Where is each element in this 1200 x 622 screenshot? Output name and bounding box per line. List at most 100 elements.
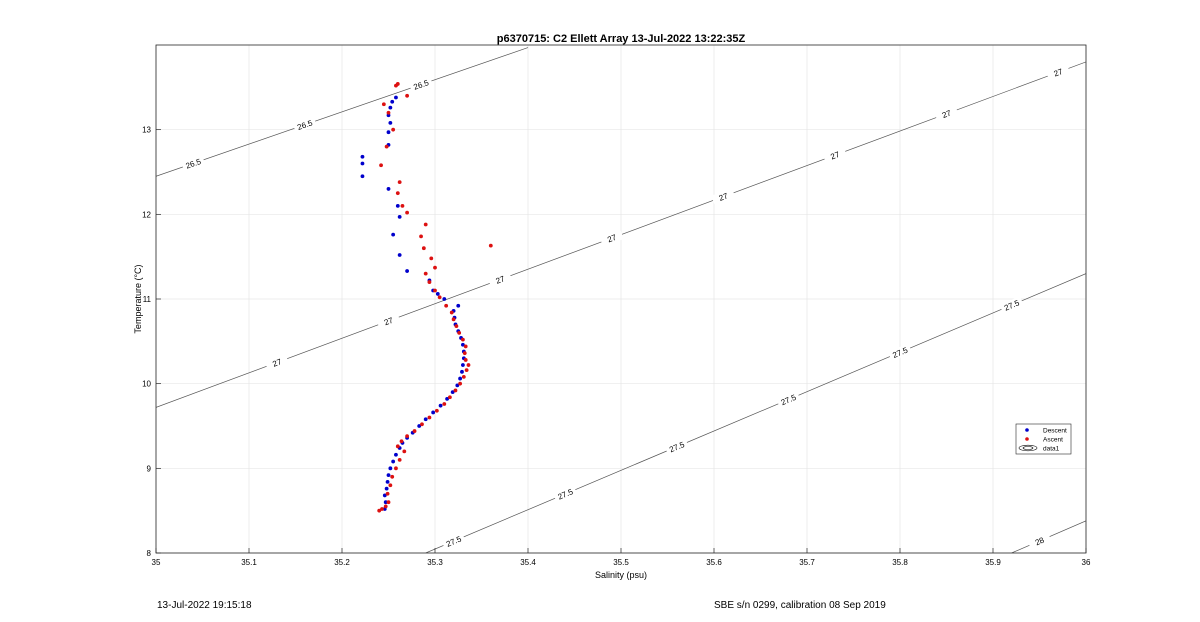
descent-point <box>445 397 449 401</box>
ascent-point <box>419 234 423 239</box>
descent-point <box>442 297 447 301</box>
y-axis-ticks: 8 9 10 11 12 13 <box>142 126 161 558</box>
contour-label: 27 <box>271 357 283 369</box>
contour-label: 27 <box>1053 67 1065 79</box>
x-tick-label: 35.7 <box>799 558 815 567</box>
y-tick-label: 8 <box>147 549 152 558</box>
y-tick-label: 11 <box>143 295 152 304</box>
ascent-point <box>388 483 393 488</box>
ascent-point <box>463 344 468 349</box>
contour-label-bg <box>488 271 513 289</box>
contour-label: 27 <box>383 316 395 328</box>
ascent-point <box>402 449 407 454</box>
descent-point <box>394 452 398 457</box>
x-tick-label: 35.3 <box>427 558 443 567</box>
ascent-point <box>420 422 424 427</box>
ascent-point <box>461 374 466 379</box>
legend-label: data1 <box>1043 446 1060 453</box>
y-tick-label: 9 <box>147 464 152 473</box>
contour-label-bg <box>376 312 401 330</box>
descent-point <box>391 459 396 464</box>
descent-point <box>438 403 443 408</box>
contour-label-group: 27 <box>934 105 959 123</box>
descent-point <box>455 383 460 388</box>
descent-point <box>405 269 409 273</box>
ascent-point <box>444 303 449 308</box>
contour-label-group: 27 <box>488 271 513 289</box>
contour-label: 27 <box>718 191 730 203</box>
contour-label-group: 27 <box>711 188 736 206</box>
ascent-point <box>433 265 437 270</box>
descent-point <box>456 303 461 308</box>
chart-title: p6370715: C2 Ellett Array 13-Jul-2022 13… <box>497 33 746 45</box>
contour-label: 27 <box>606 233 618 245</box>
ascent-point <box>386 500 391 505</box>
y-tick-label: 10 <box>142 380 151 389</box>
contour-label-group: 27 <box>822 146 847 164</box>
contour-label-bg <box>441 532 466 551</box>
footer-timestamp: 13-Jul-2022 19:15:18 <box>157 600 252 611</box>
contour-label-group: 27 <box>376 312 401 330</box>
contour-label-bg <box>776 390 801 409</box>
descent-point <box>390 99 395 104</box>
ascent-point <box>466 363 471 367</box>
contour-label-bg <box>664 437 689 456</box>
ascent-point <box>463 358 468 362</box>
ascent-point <box>394 466 398 471</box>
x-tick-label: 35 <box>152 558 161 567</box>
ascent-point <box>433 288 437 293</box>
ascent-point <box>447 395 452 400</box>
descent-point <box>394 95 398 100</box>
ascent-point <box>461 337 465 342</box>
ascent-point <box>384 144 389 149</box>
ascent-point <box>457 330 462 335</box>
ascent-point <box>442 402 447 406</box>
contour-label: 27 <box>829 150 841 162</box>
descent-point <box>397 253 402 257</box>
contour-label-group: 27 <box>264 353 289 371</box>
ascent-point <box>379 163 383 168</box>
contour-label-bg <box>934 105 959 123</box>
contour-label-bg <box>553 485 578 503</box>
y-axis-label: Temperature (°C) <box>133 264 143 333</box>
x-tick-label: 35.1 <box>241 558 257 567</box>
contour-label-bg <box>599 229 624 247</box>
ascent-point <box>383 504 388 509</box>
descent-point <box>435 292 440 296</box>
ascent-point <box>458 381 463 386</box>
legend-marker <box>1025 428 1029 432</box>
descent-point <box>384 486 389 491</box>
ascent-point <box>397 457 402 462</box>
descent-point <box>386 187 391 191</box>
x-tick-label: 35.6 <box>706 558 722 567</box>
footer-calibration: SBE s/n 0299, calibration 08 Sep 2019 <box>714 600 886 611</box>
descent-point <box>417 424 422 428</box>
legend-label: Descent <box>1043 428 1067 435</box>
contour-label-bg <box>264 353 289 371</box>
ascent-point <box>453 388 458 393</box>
contour-label-bg <box>887 343 913 362</box>
contour-label-bg <box>409 76 434 93</box>
ascent-point <box>405 434 409 439</box>
contour-label-group: 27 <box>599 229 624 247</box>
descent-point <box>360 174 365 179</box>
descent-point <box>385 479 390 484</box>
x-tick-label: 35.9 <box>985 558 1001 567</box>
ascent-point <box>377 508 382 513</box>
x-axis-ticks: 35 35.1 35.2 35.3 35.4 35.5 35.6 35.7 35.8 35.9 36 <box>152 548 1091 567</box>
ascent-point <box>386 110 391 115</box>
contour-label-group: 27 <box>1046 63 1071 81</box>
x-axis-label: Salinity (psu) <box>595 570 647 580</box>
ascent-point <box>462 351 467 356</box>
ascent-point <box>380 507 384 511</box>
contour-label-bg <box>711 188 736 206</box>
ascent-point <box>391 127 396 132</box>
x-tick-label: 35.4 <box>520 558 536 567</box>
contour-label-bg <box>822 146 847 164</box>
legend: Descent Ascent data1 <box>1015 423 1072 455</box>
ascent-point <box>381 102 386 107</box>
descent-point <box>397 214 402 219</box>
contour-label: 28 <box>1034 535 1046 547</box>
ascent-point <box>395 82 400 86</box>
contour-label-bg <box>1027 531 1052 550</box>
